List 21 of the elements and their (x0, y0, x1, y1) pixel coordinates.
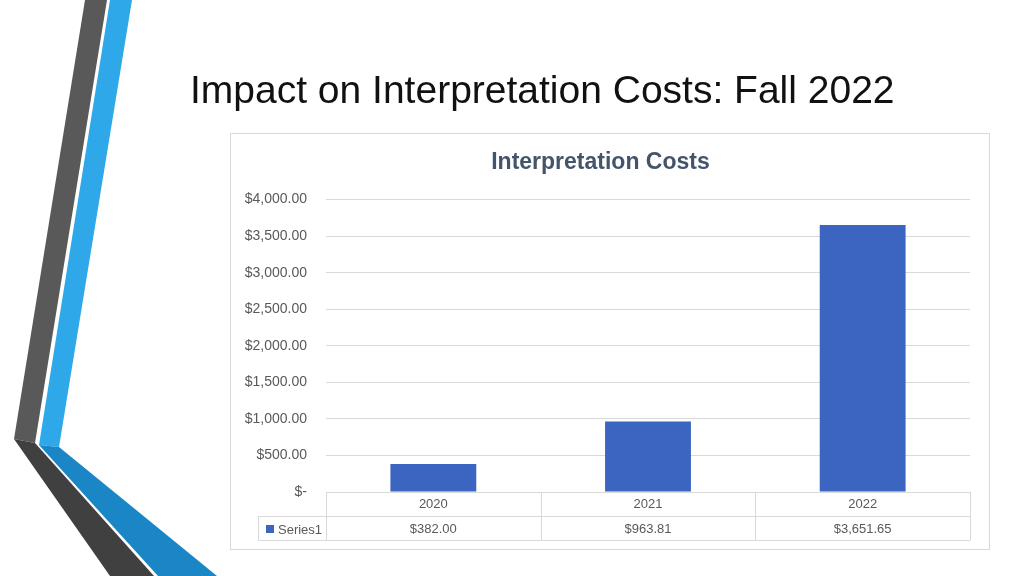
y-tick-label: $3,500.00 (244, 227, 308, 244)
y-tick-label: $2,500.00 (244, 300, 308, 317)
y-tick-label: $3,000.00 (244, 263, 308, 280)
chart-subtitle: Interpretation Costs (491, 148, 710, 175)
y-tick-label: $2,000.00 (244, 336, 308, 353)
x-tick-label: 2021 (633, 496, 663, 512)
y-tick-label: $1,000.00 (244, 409, 308, 426)
bar (819, 225, 906, 492)
x-tick-label: 2020 (418, 496, 448, 512)
y-tick-label: $500.00 (256, 446, 308, 463)
data-label: $963.81 (624, 520, 672, 536)
x-tick-label: 2022 (848, 496, 878, 512)
legend-label: Series1 (278, 521, 323, 537)
data-label: $3,651.65 (833, 520, 892, 536)
data-label: $382.00 (409, 520, 457, 536)
y-tick-label: $4,000.00 (244, 190, 308, 207)
bar (390, 464, 477, 492)
y-tick-label: $1,500.00 (244, 373, 308, 390)
bar (605, 421, 691, 492)
y-tick-label: $- (294, 482, 308, 499)
chart-title: Impact on Interpretation Costs: Fall 2022 (190, 67, 895, 113)
